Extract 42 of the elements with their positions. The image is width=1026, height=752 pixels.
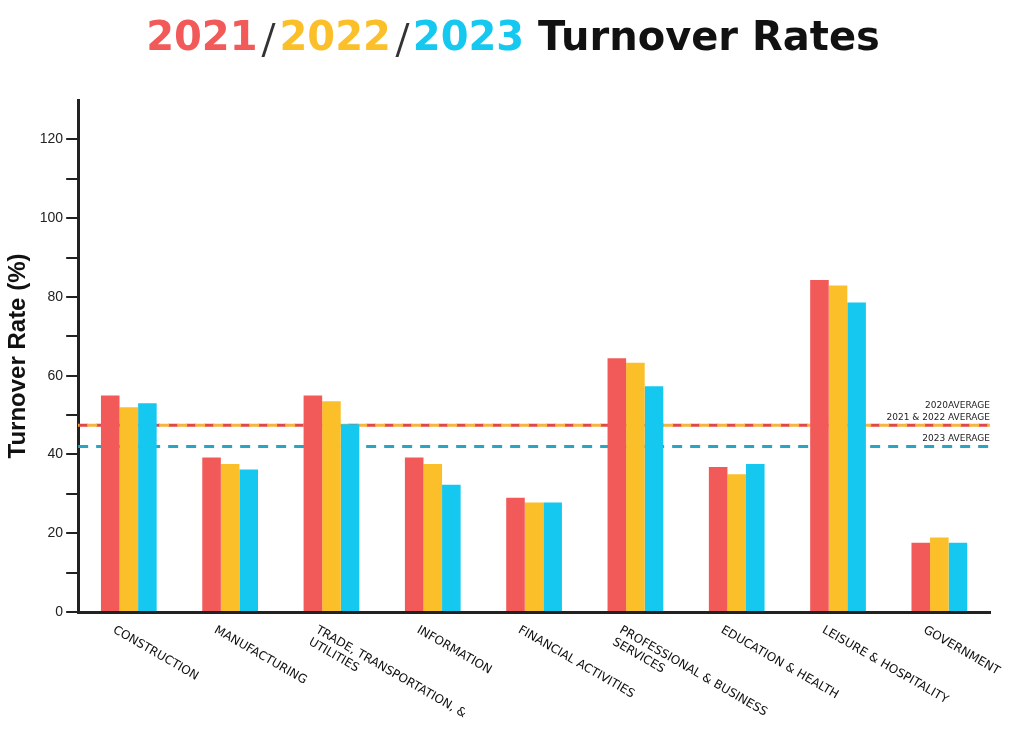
chart-title: Turnover Rates bbox=[524, 13, 880, 60]
text: 2021 bbox=[146, 13, 258, 60]
y-axis-title: Turnover Rate (%) bbox=[3, 253, 31, 459]
bar bbox=[239, 469, 258, 611]
text: 2023 bbox=[412, 13, 525, 60]
bar bbox=[543, 502, 562, 611]
bar bbox=[340, 424, 360, 611]
bar bbox=[810, 279, 829, 611]
y-tick-label: 0 bbox=[55, 602, 64, 619]
bar bbox=[727, 474, 746, 611]
bar bbox=[119, 407, 139, 611]
bar bbox=[626, 362, 645, 611]
bar bbox=[930, 537, 949, 611]
bar bbox=[404, 457, 424, 611]
ref-line-label: 2021 & 2022 AVERAGE bbox=[886, 412, 991, 423]
bar bbox=[220, 463, 240, 611]
bar bbox=[607, 358, 627, 611]
bar bbox=[828, 285, 848, 611]
y-tick-label: 120 bbox=[39, 130, 64, 147]
bar bbox=[948, 542, 968, 611]
bar bbox=[100, 395, 120, 611]
bar bbox=[746, 463, 765, 611]
bar bbox=[847, 302, 866, 611]
bar bbox=[322, 401, 341, 611]
ref-line-label: 2020AVERAGE bbox=[925, 400, 991, 411]
y-tick-label: 80 bbox=[47, 287, 64, 304]
bar bbox=[911, 542, 931, 611]
bar bbox=[644, 386, 664, 611]
bar bbox=[442, 484, 461, 611]
ref-line-label: 2023 AVERAGE bbox=[922, 433, 991, 444]
bar bbox=[303, 395, 323, 611]
y-tick-label: 20 bbox=[47, 524, 64, 541]
bar bbox=[524, 502, 544, 611]
y-tick-label: 100 bbox=[39, 209, 64, 226]
bar bbox=[423, 463, 443, 611]
y-tick-label: 60 bbox=[47, 366, 64, 383]
bar bbox=[506, 497, 525, 611]
bar bbox=[138, 403, 157, 611]
bar bbox=[202, 457, 221, 611]
bar bbox=[708, 467, 728, 611]
text: 2022 bbox=[279, 13, 391, 60]
y-tick-label: 40 bbox=[47, 445, 64, 462]
